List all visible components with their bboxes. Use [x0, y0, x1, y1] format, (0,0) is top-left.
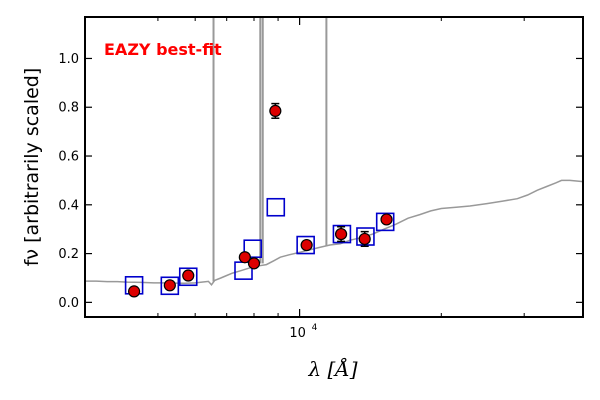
y-tick-label: 0.6	[58, 150, 79, 165]
plot-frame	[84, 16, 584, 318]
x-tick-label: 10	[289, 326, 306, 341]
x-tick-label-exponent: 4	[312, 323, 318, 333]
model-photometry-square	[296, 235, 315, 255]
observed-flux-point	[247, 257, 261, 270]
observed-flux-point	[358, 232, 371, 246]
observed-flux-point	[163, 279, 176, 292]
model-photometry-square	[266, 197, 286, 217]
model-photometry-square	[375, 212, 395, 232]
model-photometry-square	[178, 267, 198, 287]
observed-flux-point	[127, 285, 141, 298]
observed-flux-point	[380, 213, 393, 226]
model-photometry-square	[160, 276, 180, 296]
y-axis-label: fν [arbitrarily scaled]	[21, 68, 43, 267]
chart-annotation: EAZY best-fit	[104, 40, 222, 59]
plot-area	[85, 17, 583, 298]
y-tick-label: 0.8	[58, 101, 79, 116]
y-tick-label: 0.4	[58, 198, 79, 213]
model-photometry-square	[243, 239, 263, 259]
x-axis-label: λ [Å]	[307, 356, 357, 381]
y-tick-label: 0.2	[58, 247, 79, 262]
observed-flux-point	[238, 251, 251, 264]
y-tick-label: 0.0	[58, 296, 79, 311]
observed-flux-point	[334, 227, 348, 241]
y-tick-label: 1.0	[58, 52, 79, 67]
axis-ticks: 0.0 0.2 0.4 0.6 0.8 1.0 10 4	[58, 17, 583, 341]
model-photometry-square	[332, 224, 352, 244]
observed-flux-point	[182, 269, 195, 282]
observed-flux-point	[300, 238, 313, 252]
observed-flux-point	[269, 104, 282, 118]
